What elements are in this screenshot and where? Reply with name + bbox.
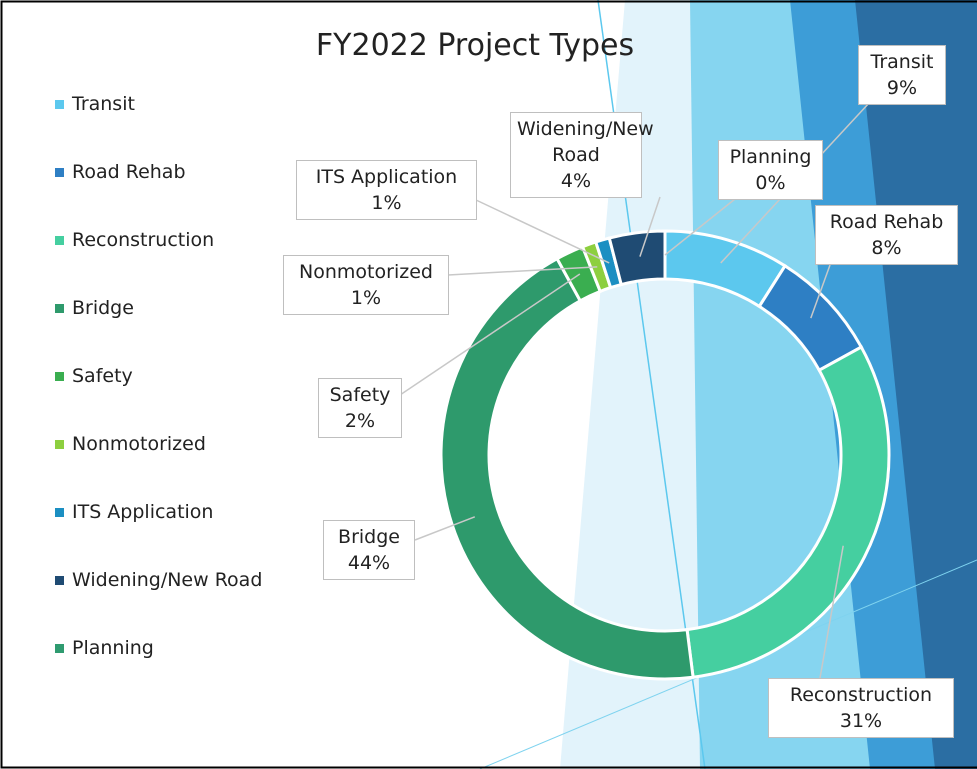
legend-label: Bridge [72, 297, 134, 319]
callout-line [639, 196, 661, 257]
legend-label: Nonmotorized [72, 433, 206, 455]
legend-label: Reconstruction [72, 229, 215, 251]
callout-line [447, 266, 598, 276]
callout-line [664, 194, 741, 256]
data-label: Nonmotorized 1% [283, 255, 449, 315]
data-label: Reconstruction 31% [768, 678, 954, 738]
data-label: Road Rehab 8% [815, 205, 958, 265]
label-value: 8% [871, 237, 902, 259]
legend-label: Transit [72, 93, 135, 115]
label-name: Widening/New Road [517, 118, 654, 166]
legend-label: Safety [72, 365, 133, 387]
data-label: Widening/New Road 4% [510, 112, 654, 198]
label-name: Safety [329, 384, 391, 406]
label-value: 31% [839, 710, 883, 732]
legend-swatch [55, 439, 64, 449]
legend-item: Safety [55, 365, 133, 387]
legend-item: Reconstruction [55, 229, 214, 251]
legend-label: Planning [72, 637, 154, 659]
legend-item: Nonmotorized [55, 433, 206, 455]
legend-swatch [55, 371, 64, 381]
legend-item: ITS Application [55, 501, 213, 523]
legend-item: Road Rehab [55, 161, 186, 183]
legend-item: Planning [55, 637, 154, 659]
legend-swatch [55, 99, 64, 109]
data-label: Transit 9% [858, 45, 946, 105]
label-name: Reconstruction [789, 684, 933, 706]
legend-swatch [55, 575, 64, 585]
callout-line [414, 516, 476, 541]
legend-swatch [55, 507, 64, 517]
label-name: Bridge [338, 526, 400, 548]
label-name: Nonmotorized [299, 261, 433, 283]
legend-swatch [55, 167, 64, 177]
legend-item: Bridge [55, 297, 134, 319]
label-value: 1% [371, 192, 402, 214]
label-value: 9% [886, 77, 918, 99]
legend-label: Road Rehab [72, 161, 186, 183]
label-name: Transit [870, 51, 934, 73]
label-value: 1% [350, 287, 382, 309]
data-label: ITS Application 1% [296, 160, 477, 220]
donut-slice [607, 229, 667, 287]
legend-label: ITS Application [72, 501, 214, 523]
legend-swatch [55, 235, 64, 245]
label-value: 2% [344, 410, 376, 432]
chart-title: FY2022 Project Types [315, 28, 635, 63]
label-name: Planning [729, 146, 812, 168]
callout-line [819, 545, 844, 679]
label-name: Road Rehab [829, 211, 944, 233]
data-label: Planning 0% [718, 140, 823, 200]
legend-label: Widening/New Road [72, 569, 263, 591]
legend-swatch [55, 303, 64, 313]
data-label: Safety 2% [318, 378, 402, 438]
callout-line [810, 264, 831, 319]
label-value: 4% [560, 170, 592, 192]
legend-swatch [55, 643, 64, 653]
callout-line [399, 273, 581, 396]
legend-item: Transit [55, 93, 135, 115]
label-value: 44% [347, 552, 391, 574]
label-value: 0% [755, 172, 786, 194]
callout-line [475, 199, 610, 264]
label-name: ITS Application [315, 166, 458, 188]
legend-item: Widening/New Road [55, 569, 262, 591]
donut-slice [439, 256, 695, 681]
data-label: Bridge 44% [323, 520, 415, 580]
